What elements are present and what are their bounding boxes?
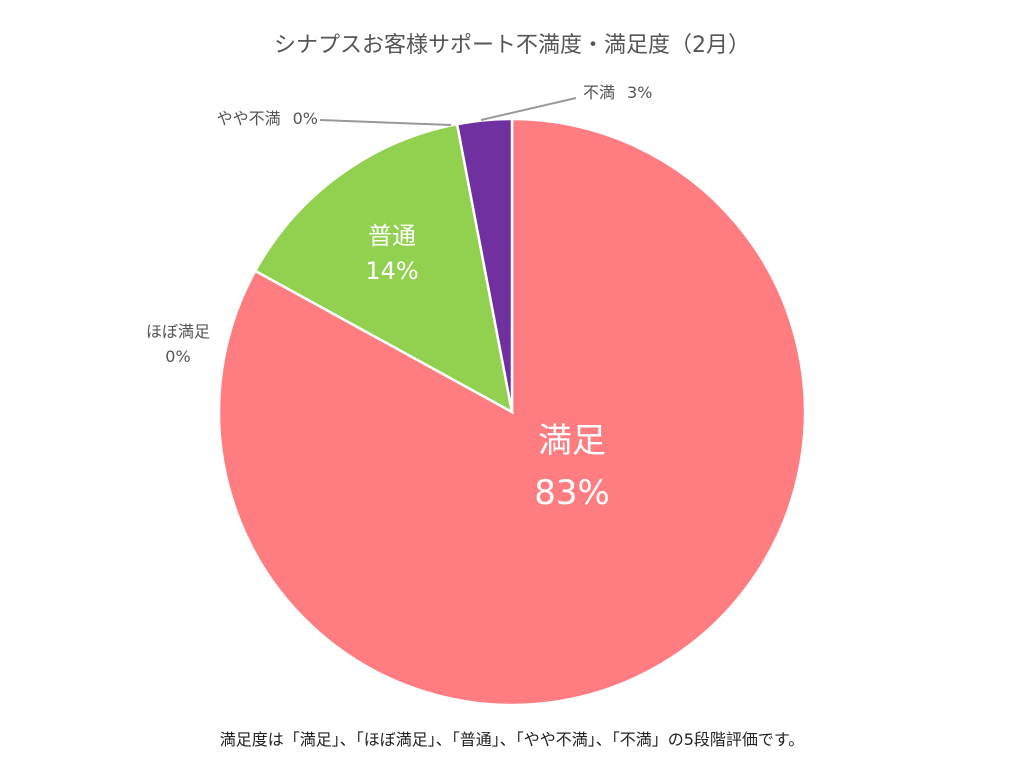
leader-line-yaya-fuman xyxy=(319,119,452,126)
pie-slices xyxy=(217,117,807,707)
pie-slice-fuman xyxy=(455,117,514,413)
slice-label-yaya-fuman-name: やや不満 xyxy=(217,109,281,128)
leader-line-fuman xyxy=(480,97,577,121)
slice-label-futsu-name: 普通 xyxy=(368,222,416,250)
slice-label-manzoku-value: 83% xyxy=(534,473,610,513)
pie-slice-futsu xyxy=(253,122,514,415)
slice-label-hobo-manzoku-value: 0% xyxy=(165,347,190,366)
slice-label-yaya-fuman: やや不満 0% xyxy=(217,109,318,128)
slice-label-hobo-manzoku-name: ほぼ満足 xyxy=(146,322,210,341)
slice-label-yaya-fuman-value: 0% xyxy=(293,109,318,128)
slice-label-futsu-value: 14% xyxy=(365,257,418,285)
slice-label-manzoku-name: 満足 xyxy=(538,421,606,461)
slice-label-fuman-name: 不満 xyxy=(583,83,615,102)
slice-label-fuman-value: 3% xyxy=(627,83,652,102)
chart-footnote: 満足度は「満足」、「ほぼ満足」、「普通」、「やや不満」、「不満」の5段階評価です… xyxy=(220,730,805,749)
chart-title: シナプスお客様サポート不満度・満足度（2月） xyxy=(274,33,750,58)
slice-label-fuman: 不満 3% xyxy=(583,83,652,102)
